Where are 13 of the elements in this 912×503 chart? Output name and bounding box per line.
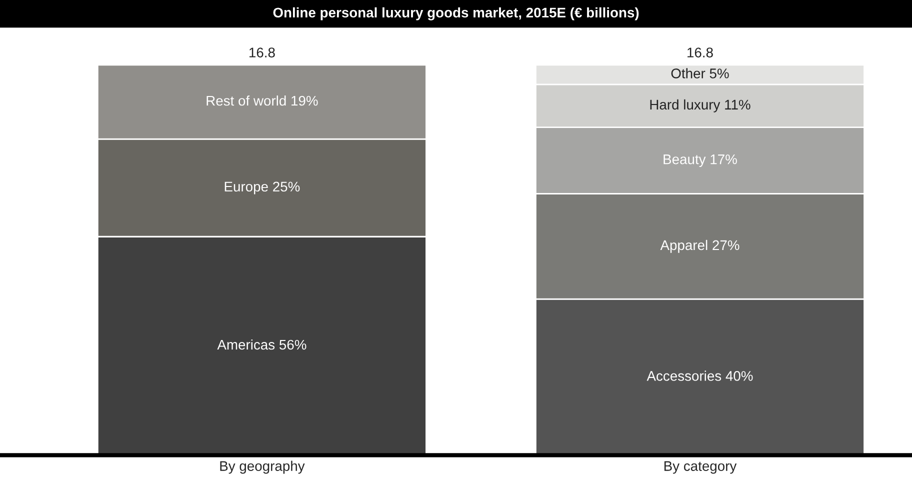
data-label: Hard luxury 11%	[650, 99, 750, 112]
data-label: Americas 56%	[217, 339, 306, 350]
data-label: Accessories 40%	[646, 370, 753, 381]
data-label: Apparel 27%	[660, 240, 740, 253]
x-tick-label: By geography	[220, 460, 305, 474]
data-label: Beauty 17%	[664, 154, 737, 167]
data-label: Europe 25%	[224, 182, 300, 194]
data-label: Other 5%	[671, 68, 729, 78]
annotation: 16.8	[249, 48, 275, 58]
annotation: 16.8	[688, 48, 713, 58]
x-tick-label: By category	[664, 461, 737, 474]
data-label: Rest of world 19%	[206, 95, 318, 106]
chart-title: Online personal luxury goods market, 2015E (€ billions)	[273, 7, 639, 20]
